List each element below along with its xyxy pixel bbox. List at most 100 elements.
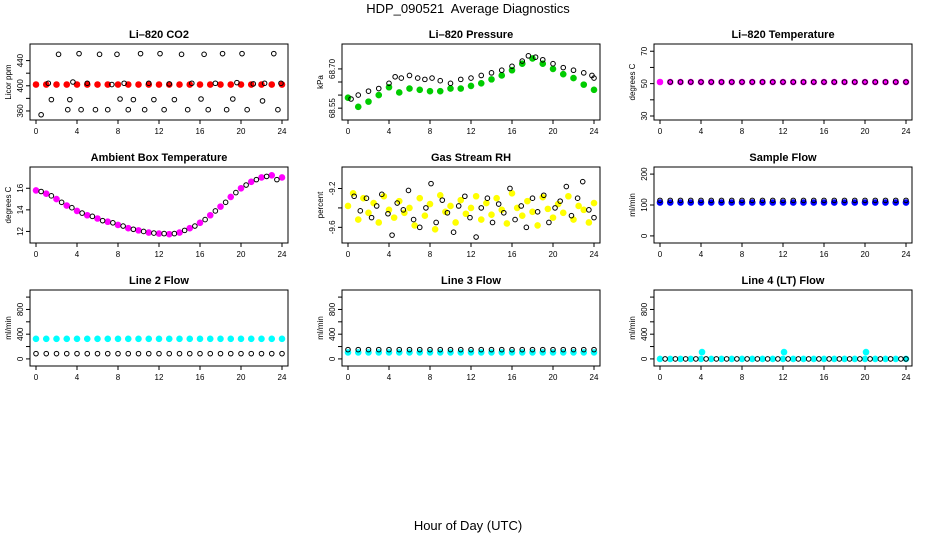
data-point: [718, 355, 725, 363]
x-tick-label: 8: [116, 250, 121, 259]
data-point: [365, 88, 372, 94]
x-tick-label: 20: [237, 373, 246, 382]
data-point: [657, 197, 663, 204]
data-point: [447, 202, 454, 210]
x-tick-label: 0: [34, 127, 39, 136]
data-point: [718, 79, 725, 85]
data-point: [749, 197, 756, 204]
data-point: [501, 209, 507, 216]
data-point: [156, 350, 162, 357]
data-point: [903, 356, 909, 362]
data-point: [523, 224, 530, 231]
data-point: [713, 356, 720, 362]
data-point: [447, 346, 454, 353]
x-tick-label: 12: [155, 127, 164, 136]
data-point: [370, 199, 377, 207]
y-tick-label: 16: [16, 183, 25, 192]
data-point: [365, 209, 372, 217]
data-point: [202, 216, 208, 223]
data-point: [385, 210, 391, 217]
y-tick-label: 70: [640, 46, 649, 55]
data-point: [130, 96, 137, 103]
data-point: [816, 356, 822, 362]
x-tick-label: 24: [590, 373, 599, 382]
data-point: [145, 81, 153, 88]
data-point: [197, 350, 203, 357]
data-point: [591, 75, 597, 81]
data-point: [851, 355, 859, 363]
data-point: [357, 208, 364, 214]
x-tick-label: 0: [658, 250, 663, 259]
data-point: [503, 220, 511, 227]
data-point: [570, 74, 577, 82]
x-tick-label: 8: [116, 373, 121, 382]
data-point: [176, 350, 183, 357]
data-point: [519, 58, 526, 64]
data-point: [45, 80, 52, 87]
data-point: [104, 106, 111, 113]
x-tick-label: 4: [387, 373, 392, 382]
data-point: [429, 75, 435, 81]
data-point: [145, 229, 153, 236]
x-tick-label: 4: [699, 250, 704, 259]
x-tick-label: 4: [387, 127, 392, 136]
data-point: [563, 183, 570, 190]
data-point: [862, 197, 868, 204]
data-point: [155, 230, 163, 237]
data-point: [707, 355, 715, 363]
panel-title: Line 3 Flow: [441, 275, 501, 287]
panel-4: Ambient Box Temperature 0 4 8 12 16 20 24 12 14 16…: [4, 152, 289, 259]
data-point: [857, 356, 863, 362]
data-point: [368, 214, 375, 221]
y-tick-label: 68.70: [328, 58, 337, 79]
data-point: [821, 79, 827, 85]
data-point: [394, 200, 401, 206]
data-point: [259, 98, 266, 104]
data-point: [217, 203, 224, 210]
data-point: [239, 50, 245, 57]
data-point: [529, 195, 536, 201]
data-point: [534, 222, 541, 229]
x-tick-label: 0: [34, 250, 39, 259]
data-point: [248, 350, 255, 357]
data-point: [682, 356, 689, 362]
data-point: [120, 223, 126, 229]
data-point: [524, 197, 531, 205]
x-tick-label: 4: [75, 373, 80, 382]
data-point: [389, 232, 395, 238]
data-point: [656, 78, 664, 86]
x-tick-label: 12: [155, 250, 164, 259]
data-point: [428, 180, 434, 187]
data-point: [63, 81, 71, 88]
data-point: [565, 192, 572, 200]
data-point: [549, 214, 557, 221]
data-point: [436, 87, 444, 95]
y-axis-label: ml/min: [628, 193, 637, 217]
y-axis-label: degrees C: [4, 186, 13, 223]
data-point: [205, 106, 211, 113]
data-point: [580, 346, 587, 353]
data-point: [473, 234, 479, 240]
x-tick-label: 16: [196, 250, 205, 259]
data-point: [580, 81, 588, 88]
data-point: [135, 227, 142, 234]
data-point: [125, 350, 132, 357]
plot-frame: [341, 43, 601, 121]
data-point: [518, 203, 525, 209]
data-point: [478, 346, 485, 353]
data-point: [591, 214, 597, 221]
data-point: [344, 202, 352, 210]
data-point: [550, 346, 556, 353]
data-point: [489, 219, 496, 226]
data-point: [271, 50, 277, 57]
data-point: [498, 346, 505, 353]
data-point: [373, 203, 380, 209]
data-point: [525, 53, 532, 59]
data-point: [196, 335, 204, 343]
data-point: [698, 79, 704, 85]
data-point: [579, 178, 586, 185]
data-point: [728, 355, 736, 363]
data-point: [67, 96, 73, 103]
